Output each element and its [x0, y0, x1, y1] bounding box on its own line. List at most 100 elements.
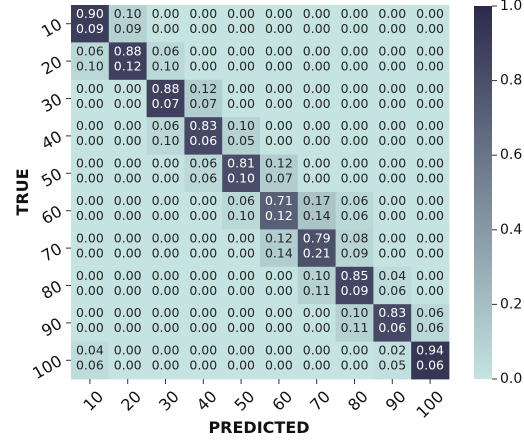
cell-value-label: 0.88	[114, 43, 142, 58]
heatmap-cell	[184, 79, 223, 118]
cell-value-label: 0.00	[378, 118, 406, 133]
heatmap-cell	[184, 304, 223, 342]
cell-secondary-label: 0.00	[303, 96, 331, 111]
heatmap-cell	[108, 229, 147, 268]
heatmap-cell	[335, 79, 374, 118]
y-tick-label: 30	[38, 89, 65, 116]
heatmap-cell	[184, 154, 223, 193]
cell-secondary-label: 0.07	[265, 171, 293, 186]
cell-secondary-label: 0.06	[416, 320, 444, 335]
cell-value-label: 0.94	[416, 343, 444, 358]
cell-secondary-label: 0.00	[189, 58, 217, 73]
cell-secondary-label: 0.06	[378, 320, 406, 335]
cell-value-label: 0.00	[189, 43, 217, 58]
heatmap-cell	[335, 229, 374, 268]
cell-value-label: 0.00	[341, 43, 369, 58]
x-tick-label: 100	[412, 387, 447, 422]
heatmap-cell	[260, 42, 299, 81]
cell-secondary-label: 0.00	[152, 283, 180, 298]
heatmap-cell	[411, 304, 450, 342]
cell-secondary-label: 0.00	[227, 21, 255, 36]
cell-secondary-label: 0.00	[303, 133, 331, 148]
y-tick-label: 40	[38, 127, 65, 154]
heatmap-cell	[373, 79, 412, 118]
y-tick-label: 10	[38, 15, 65, 42]
cell-value-label: 0.00	[303, 118, 331, 133]
cell-secondary-label: 0.11	[341, 320, 369, 335]
cell-value-label: 0.00	[227, 81, 255, 96]
cell-value-label: 0.00	[227, 343, 255, 358]
heatmap-cell	[146, 266, 185, 305]
cell-secondary-label: 0.00	[76, 96, 104, 111]
heatmap-cell	[335, 117, 374, 155]
cell-secondary-label: 0.00	[303, 320, 331, 335]
cell-value-label: 0.85	[341, 268, 369, 283]
cell-secondary-label: 0.00	[265, 58, 293, 73]
cell-value-label: 0.00	[341, 6, 369, 21]
cell-value-label: 0.00	[152, 230, 180, 245]
cell-secondary-label: 0.00	[416, 133, 444, 148]
x-tick-label: 80	[344, 387, 372, 415]
cell-value-label: 0.00	[76, 156, 104, 171]
x-tick-label: 30	[155, 387, 183, 415]
heatmap-cell	[260, 79, 299, 118]
heatmap-cell	[222, 154, 261, 193]
cell-value-label: 0.00	[303, 43, 331, 58]
heatmap-cell	[411, 266, 450, 305]
cell-secondary-label: 0.00	[265, 96, 293, 111]
heatmap-cell	[335, 154, 374, 193]
cell-value-label: 0.00	[341, 81, 369, 96]
cell-value-label: 0.00	[227, 305, 255, 320]
heatmap-cell	[260, 266, 299, 305]
heatmap-cell	[297, 229, 336, 268]
cell-value-label: 0.00	[114, 118, 142, 133]
cell-secondary-label: 0.10	[227, 208, 255, 223]
heatmap-cell	[222, 79, 261, 118]
cell-value-label: 0.02	[378, 343, 406, 358]
heatmap-cell	[71, 5, 110, 43]
cell-value-label: 0.00	[76, 230, 104, 245]
heatmap-cell	[373, 5, 412, 43]
cell-value-label: 0.00	[114, 81, 142, 96]
x-tick-label: 90	[382, 387, 410, 415]
heatmap-cell	[373, 304, 412, 342]
heatmap-cell	[260, 192, 299, 230]
cell-value-label: 0.00	[227, 6, 255, 21]
cell-value-label: 0.06	[416, 305, 444, 320]
cell-secondary-label: 0.00	[76, 320, 104, 335]
heatmap-cell	[71, 79, 110, 118]
heatmap-cell	[411, 5, 450, 43]
cell-value-label: 0.00	[265, 305, 293, 320]
cell-value-label: 0.00	[303, 81, 331, 96]
heatmap-cell	[373, 341, 412, 380]
cell-value-label: 0.10	[341, 305, 369, 320]
y-tick-label: 90	[38, 314, 65, 341]
heatmap-cell	[108, 154, 147, 193]
cell-value-label: 0.00	[378, 6, 406, 21]
heatmap-cell	[146, 79, 185, 118]
cell-secondary-label: 0.06	[378, 283, 406, 298]
cell-secondary-label: 0.06	[189, 171, 217, 186]
heatmap-cell	[260, 117, 299, 155]
heatmap-cell	[146, 341, 185, 380]
cell-value-label: 0.00	[114, 343, 142, 358]
cell-value-label: 0.00	[416, 118, 444, 133]
cell-value-label: 0.00	[152, 268, 180, 283]
cell-value-label: 0.12	[189, 81, 217, 96]
heatmap-cell	[146, 229, 185, 268]
cell-secondary-label: 0.00	[114, 320, 142, 335]
cell-value-label: 0.00	[227, 230, 255, 245]
cell-secondary-label: 0.00	[114, 96, 142, 111]
cell-secondary-label: 0.00	[227, 245, 255, 260]
colorbar-tick-label: 0.8	[500, 73, 522, 89]
cell-secondary-label: 0.00	[303, 21, 331, 36]
cell-value-label: 0.00	[378, 81, 406, 96]
x-tick-labels: 10 20 30 40 50 60 70 80 90 100	[79, 379, 447, 422]
heatmap-cell	[260, 304, 299, 342]
cell-secondary-label: 0.12	[114, 58, 142, 73]
colorbar-tick-label: 0.4	[500, 222, 522, 238]
cell-value-label: 0.71	[265, 193, 293, 208]
cell-value-label: 0.00	[114, 268, 142, 283]
cell-secondary-label: 0.00	[152, 245, 180, 260]
heatmap-cell	[297, 42, 336, 81]
